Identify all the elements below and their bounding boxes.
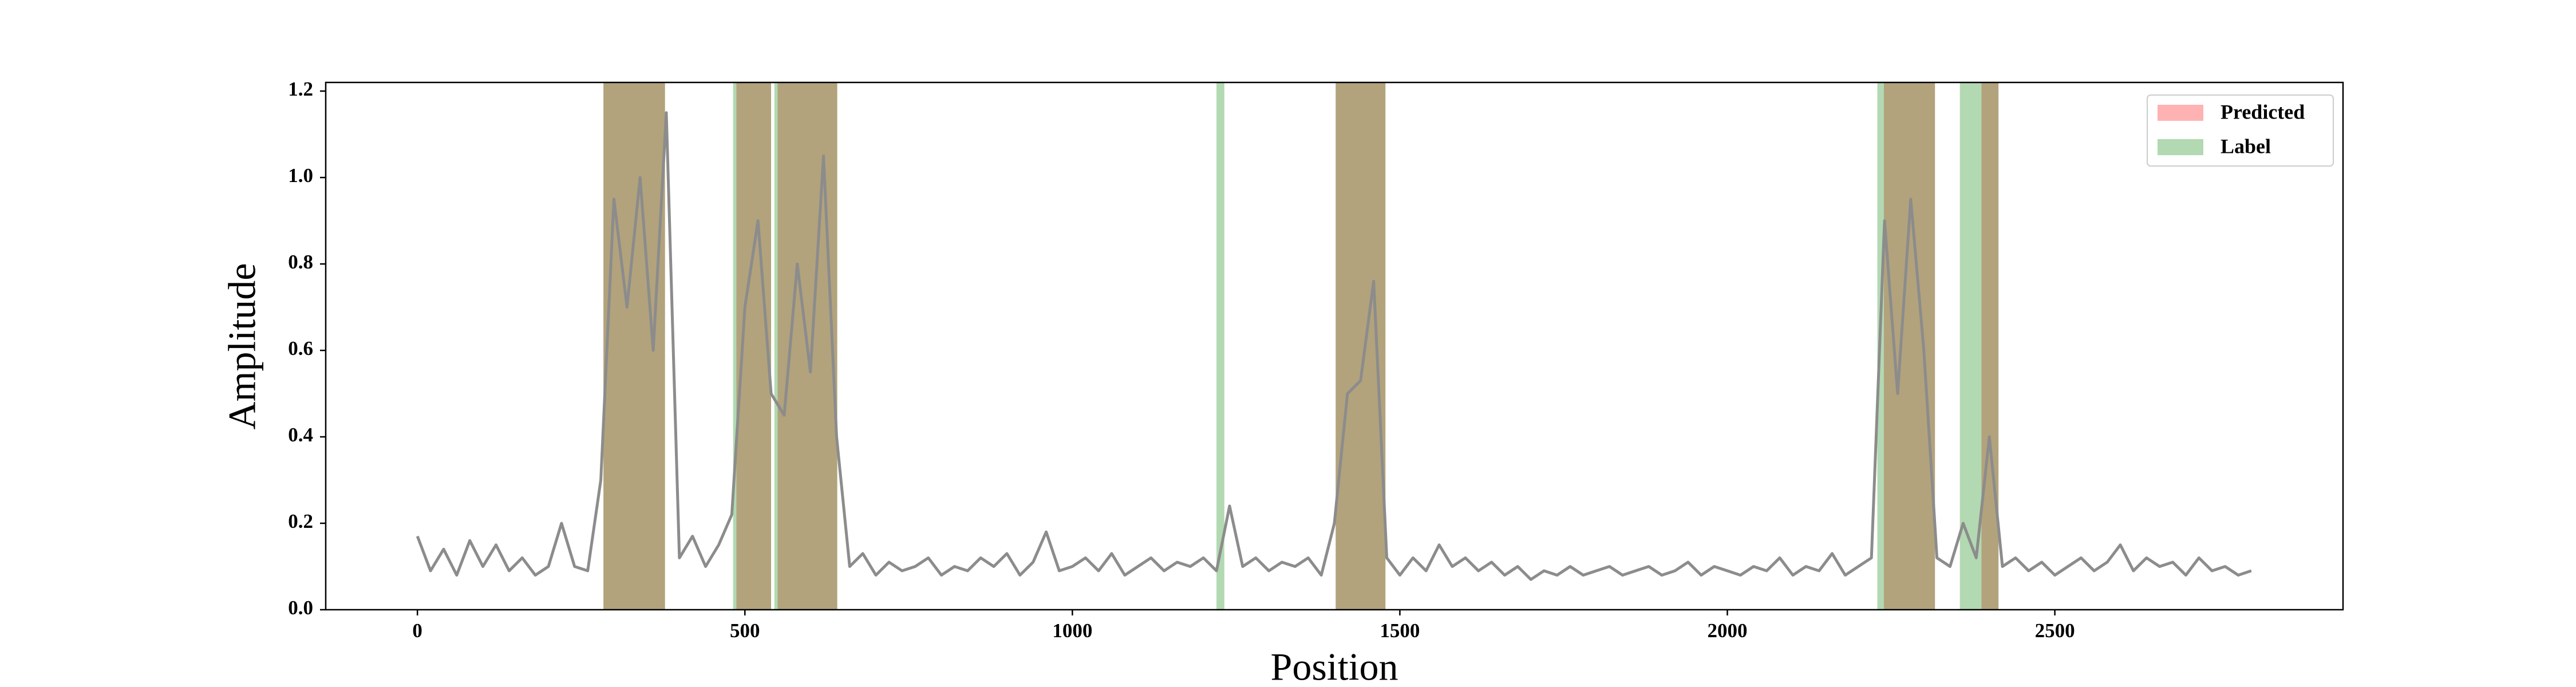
y-tick-label: 1.2 (288, 78, 313, 100)
region-span (1981, 82, 1999, 610)
region-span (774, 82, 837, 610)
legend-box (2147, 94, 2334, 167)
y-axis-label: Amplitude (220, 263, 264, 430)
x-tick-label: 0 (412, 619, 422, 642)
x-axis-label: Position (1271, 645, 1398, 687)
legend-label: Predicted (2221, 100, 2305, 123)
y-tick-label: 0.8 (288, 251, 313, 273)
regions (603, 82, 1999, 610)
x-tick-label: 500 (730, 619, 760, 642)
x-tick-label: 2500 (2035, 619, 2075, 642)
region-span (1216, 82, 1224, 610)
y-tick-label: 0.0 (288, 597, 313, 619)
legend-swatch (2158, 105, 2203, 121)
region-span (1877, 82, 1935, 610)
region-span (733, 82, 772, 610)
legend-label: Label (2221, 135, 2271, 157)
legend: Predicted Label (2147, 94, 2334, 167)
y-tick-label: 0.2 (288, 510, 313, 532)
y-tick-label: 1.0 (288, 164, 313, 187)
signal-line (416, 111, 2252, 581)
x-tick-label: 1000 (1052, 619, 1092, 642)
region-span (1883, 82, 1935, 610)
legend-swatch (2158, 139, 2203, 155)
y-tick-label: 0.6 (288, 337, 313, 360)
plot-frame (325, 81, 2344, 611)
x-tick-label: 2000 (1707, 619, 1747, 642)
y-tick-label: 0.4 (288, 424, 313, 446)
region-span (603, 82, 665, 610)
x-tick-label: 1500 (1380, 619, 1420, 642)
